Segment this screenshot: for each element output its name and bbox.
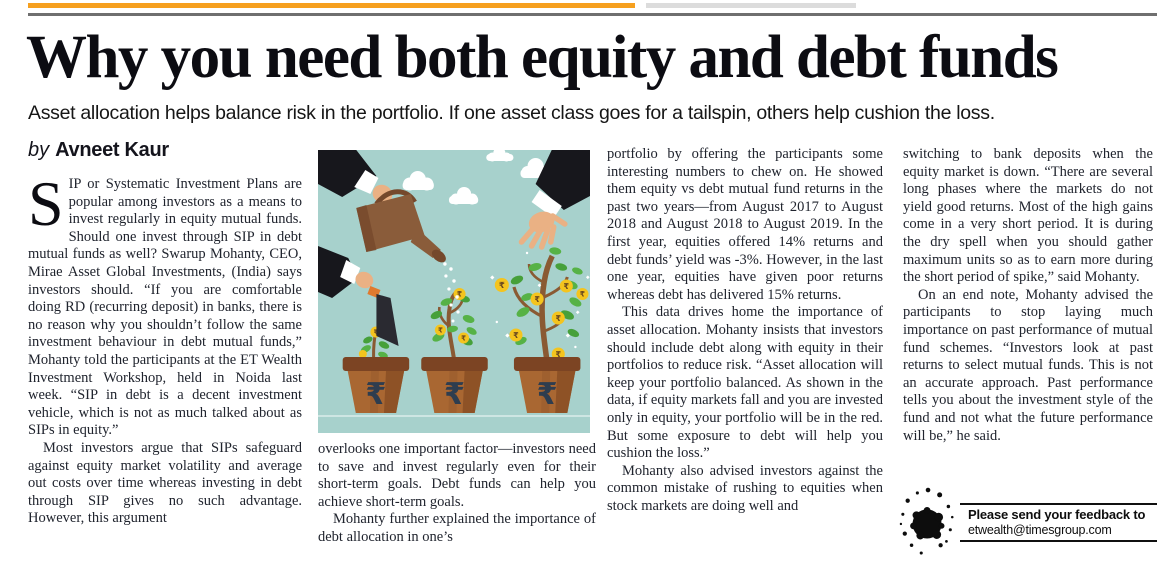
orange-accent-bar	[28, 3, 635, 8]
svg-text:₹: ₹	[457, 290, 462, 299]
coin: ₹	[559, 279, 573, 293]
flower-pot: ₹	[342, 357, 410, 413]
svg-text:₹: ₹	[438, 326, 443, 335]
illustration: ₹ ₹ ₹ ₹	[318, 150, 590, 433]
paragraph: Mohanty further explained the importance…	[318, 511, 596, 545]
paragraph: Mohanty also advised investors against t…	[607, 462, 883, 514]
flower-pot: ₹	[513, 357, 581, 413]
feedback-splat-icon	[898, 484, 960, 560]
coin	[358, 350, 367, 358]
coin: ₹	[453, 288, 466, 300]
feedback-rule-top	[960, 503, 1157, 505]
water-drops	[443, 262, 460, 323]
paragraph: Most investors argue that SIPs safeguard…	[28, 439, 302, 527]
byline-author: Avneet Kaur	[55, 139, 169, 161]
svg-text:₹: ₹	[555, 350, 561, 359]
byline: by Avneet Kaur	[28, 139, 169, 162]
svg-text:₹: ₹	[373, 328, 378, 337]
svg-text:₹: ₹	[499, 281, 505, 291]
paragraph: switching to bank deposits when the equi…	[903, 146, 1153, 286]
coin: ₹	[530, 292, 544, 306]
paragraph: S IP or Systematic Investment Plans are p…	[28, 168, 302, 439]
gray-accent-bar	[646, 3, 856, 8]
pot-rupee-symbol: ₹	[365, 377, 386, 412]
coin: ₹	[494, 278, 509, 292]
cloud	[402, 171, 434, 191]
article-column-3: portfolio by offering the participants s…	[607, 146, 883, 515]
watering-can-hand	[318, 150, 446, 263]
paragraph: On an end note, Mohanty advised the part…	[903, 286, 1153, 444]
svg-text:₹: ₹	[513, 331, 519, 340]
feedback-text: Please send your feedback to etwealth@ti…	[968, 507, 1157, 538]
svg-text:₹: ₹	[534, 295, 540, 304]
svg-text:₹: ₹	[461, 334, 466, 343]
cloud	[448, 187, 479, 205]
trowel-hand	[318, 246, 399, 346]
coin-picking-hand	[518, 150, 590, 250]
article-column-2: overlooks one important factor—investors…	[318, 441, 596, 547]
coin: ₹	[458, 332, 470, 344]
coin: ₹	[576, 288, 589, 300]
flower-pot: ₹	[421, 357, 488, 413]
cloud	[486, 150, 514, 162]
svg-text:₹: ₹	[564, 282, 570, 291]
page-title: Why you need both equity and debt funds	[26, 24, 1059, 91]
paragraph: portfolio by offering the participants s…	[607, 146, 883, 303]
rupee-plant-small: ₹	[358, 326, 390, 364]
article-column-1: S IP or Systematic Investment Plans are p…	[28, 168, 302, 528]
feedback-prompt: Please send your feedback to	[968, 507, 1146, 522]
rupee-plant-large: ₹ ₹ ₹ ₹ ₹ ₹ ₹	[490, 247, 590, 364]
ground-line	[318, 415, 590, 417]
illustration-svg: ₹ ₹ ₹ ₹	[318, 150, 590, 433]
top-rule	[28, 13, 1157, 16]
coin: ₹	[551, 311, 565, 325]
feedback-rule-bottom	[960, 540, 1157, 542]
coin: ₹	[434, 324, 446, 336]
rupee-plant-medium: ₹ ₹ ₹	[430, 288, 477, 364]
svg-text:₹: ₹	[555, 314, 561, 323]
paragraph: overlooks one important factor—investors…	[318, 441, 596, 510]
svg-text:₹: ₹	[580, 290, 585, 299]
pot-rupee-symbol: ₹	[537, 377, 558, 412]
paragraph: This data drives home the importance of …	[607, 304, 883, 462]
coin: ₹	[509, 328, 523, 342]
byline-prefix: by	[28, 139, 50, 161]
standfirst: Asset allocation helps balance risk in t…	[28, 102, 995, 124]
article-column-4: switching to bank deposits when the equi…	[903, 146, 1153, 445]
pot-rupee-symbol: ₹	[444, 377, 465, 412]
drop-cap: S	[28, 168, 64, 239]
feedback-email[interactable]: etwealth@timesgroup.com	[968, 522, 1112, 537]
